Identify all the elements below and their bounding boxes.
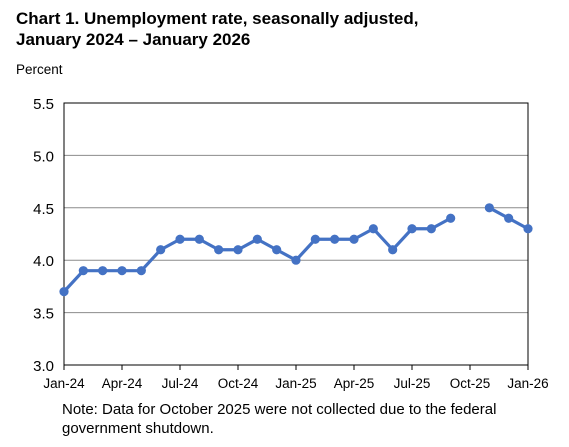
data-point [330,234,340,244]
x-tick-label: Jan-25 [275,376,316,391]
x-tick-label: Oct-25 [450,376,491,391]
data-point [98,266,108,276]
data-point [252,234,262,244]
data-point [523,224,533,234]
x-tick-label: Jul-24 [162,376,199,391]
x-tick-label: Jan-26 [507,376,548,391]
y-axis-ticks: 3.0 3.5 4.0 4.5 5.0 5.5 [33,96,54,375]
data-point [310,234,320,244]
chart-title: Chart 1. Unemployment rate, seasonally a… [16,8,556,50]
data-point [117,266,127,276]
data-point [175,234,185,244]
x-tick-label: Jan-24 [43,376,85,391]
chart-note-line-1: Note: Data for October 2025 were not col… [62,401,497,418]
series-line-segment [62,216,452,293]
chart-title-line-1: Chart 1. Unemployment rate, seasonally a… [16,9,419,28]
data-point [78,266,88,276]
x-tick-label: Apr-25 [334,376,375,391]
chart-title-line-2: January 2024 – January 2026 [16,30,251,49]
data-point [368,224,378,234]
series-lines [62,206,529,293]
x-tick-label: Jul-25 [394,376,431,391]
y-tick-label: 4.0 [33,253,54,270]
y-axis-label: Percent [16,62,63,77]
plot-area [63,102,529,366]
data-point [291,255,301,265]
x-axis-ticks: Jan-24 Apr-24 Jul-24 Oct-24 Jan-25 Apr-25 Jul-… [43,365,549,391]
x-tick-label: Oct-24 [218,376,259,391]
data-point [349,234,359,244]
x-tick-label: Apr-24 [102,376,143,391]
y-tick-label: 5.0 [33,148,54,165]
series-points [59,203,533,297]
chart-note-line-2: government shutdown. [62,420,214,437]
data-point [59,287,69,297]
data-point [446,213,456,223]
data-point [426,224,436,234]
data-point [504,213,514,223]
y-tick-label: 5.5 [33,96,54,113]
y-tick-label: 4.5 [33,201,54,218]
line-chart: 3.0 3.5 4.0 4.5 5.0 5.5 Jan-24 Apr-24 Jul-24 Oct… [33,96,549,391]
data-point [388,245,398,255]
data-point [484,203,494,213]
data-point [194,234,204,244]
data-point [272,245,282,255]
gridlines [64,154,528,314]
data-point [233,245,243,255]
data-point [407,224,417,234]
y-tick-label: 3.0 [33,358,54,375]
data-point [156,245,166,255]
data-point [136,266,146,276]
chart-note: Note: Data for October 2025 were not col… [62,400,562,438]
y-tick-label: 3.5 [33,306,54,323]
data-point [214,245,224,255]
